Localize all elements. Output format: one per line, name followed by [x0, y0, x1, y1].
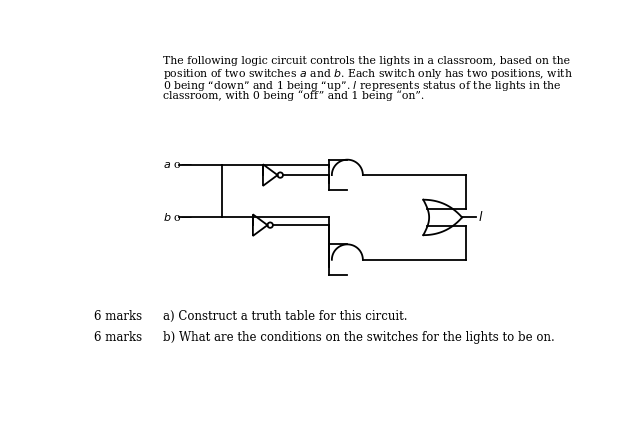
Text: classroom, with 0 being “off” and 1 being “on”.: classroom, with 0 being “off” and 1 bein…: [163, 90, 424, 101]
Text: The following logic circuit controls the lights in a classroom, based on the: The following logic circuit controls the…: [163, 56, 570, 66]
Text: 6 marks: 6 marks: [94, 310, 142, 323]
Text: position of two switches $a$ and $b$. Each switch only has two positions, with: position of two switches $a$ and $b$. Ea…: [163, 67, 573, 81]
Text: $a$ o—: $a$ o—: [163, 160, 193, 170]
Text: $b$ o—: $b$ o—: [163, 211, 193, 223]
Text: $l$: $l$: [478, 210, 484, 225]
Text: b) What are the conditions on the switches for the lights to be on.: b) What are the conditions on the switch…: [163, 331, 555, 344]
Text: 6 marks: 6 marks: [94, 331, 142, 344]
Text: a) Construct a truth table for this circuit.: a) Construct a truth table for this circ…: [163, 310, 408, 323]
Text: 0 being “down” and 1 being “up”. $l$ represents status of the lights in the: 0 being “down” and 1 being “up”. $l$ rep…: [163, 79, 562, 93]
